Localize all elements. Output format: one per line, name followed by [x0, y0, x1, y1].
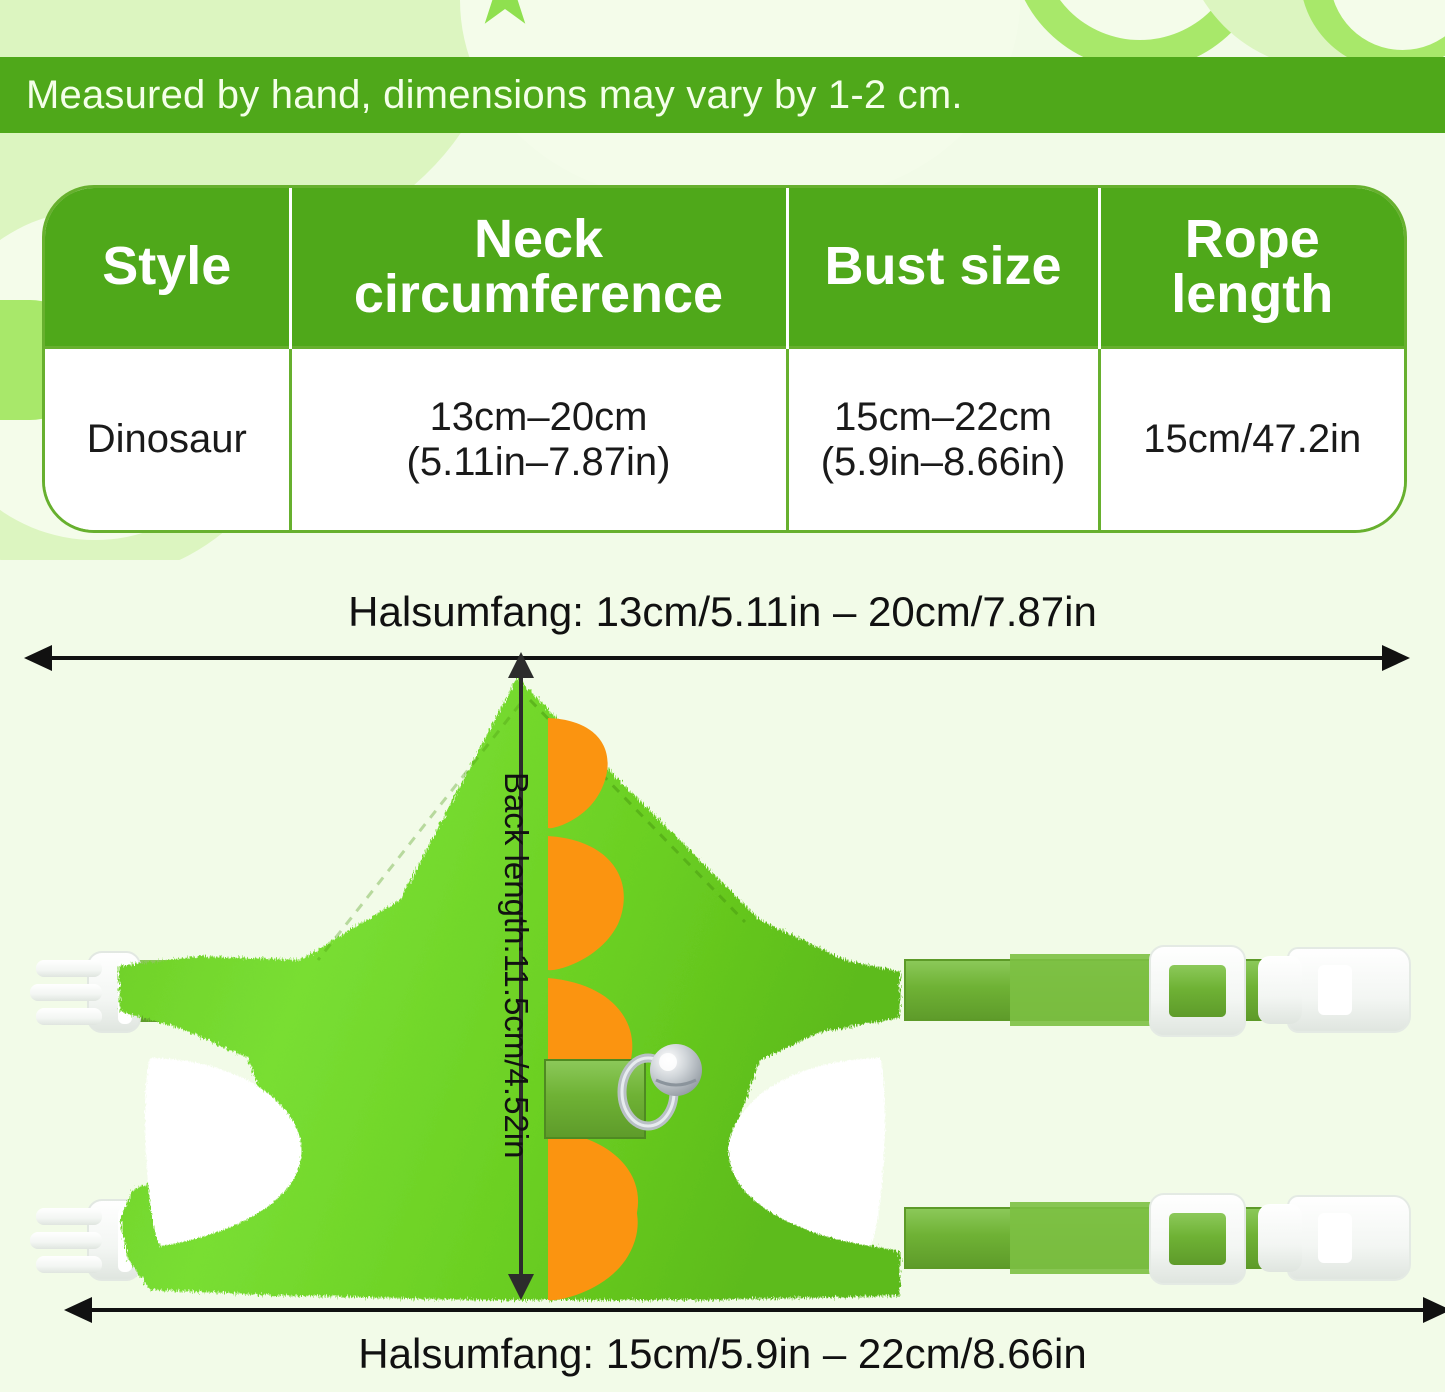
cell-bust-cm: 15cm–22cm [834, 394, 1052, 439]
back-length-measure-line [508, 652, 534, 1300]
column-header-bust: Bust size [787, 188, 1101, 348]
left-leg-opening [145, 1058, 302, 1246]
back-length-label: Back length:11.5cm/4.52in [498, 772, 535, 1159]
cell-neck-circumference: 13cm–20cm (5.11in–7.87in) [290, 346, 789, 530]
table-header-row: Style Neck circumference Bust size Rope … [45, 188, 1404, 348]
cell-neck-in: (5.11in–7.87in) [406, 439, 671, 484]
size-table-container: Style Neck circumference Bust size Rope … [42, 185, 1407, 533]
bust-dimension-arrow [64, 1297, 1445, 1323]
right-lower-strap [904, 1193, 1411, 1285]
column-header-rope: Rope length [1099, 188, 1404, 348]
column-header-style: Style [45, 188, 292, 348]
cell-rope-length: 15cm/47.2in [1099, 346, 1404, 530]
neck-dimension-label: Halsumfang: 13cm/5.11in – 20cm/7.87in [348, 588, 1097, 635]
column-header-neck: Neck circumference [290, 188, 789, 348]
size-table: Style Neck circumference Bust size Rope … [45, 188, 1404, 530]
bell-icon [650, 1044, 702, 1096]
bust-dimension-label: Halsumfang: 15cm/5.9in – 22cm/8.66in [358, 1330, 1087, 1377]
cell-style: Dinosaur [45, 346, 292, 530]
notice-text: Measured by hand, dimensions may vary by… [26, 72, 963, 117]
cell-bust-size: 15cm–22cm (5.9in–8.66in) [787, 346, 1101, 530]
notice-banner: Measured by hand, dimensions may vary by… [0, 57, 1445, 133]
right-lower-slider [1149, 1193, 1246, 1285]
table-row: Dinosaur 13cm–20cm (5.11in–7.87in) 15cm–… [45, 346, 1404, 530]
neck-dimension-arrow [24, 645, 1410, 671]
cell-bust-in: (5.9in–8.66in) [820, 439, 1066, 484]
right-lower-buckle-female [1258, 1195, 1411, 1281]
cell-neck-cm: 13cm–20cm [429, 394, 648, 439]
product-image [0, 660, 1445, 1320]
right-upper-strap [904, 945, 1411, 1037]
right-upper-slider [1149, 945, 1246, 1037]
right-leg-opening [728, 1058, 885, 1246]
right-upper-buckle-female [1258, 947, 1411, 1033]
leash-attachment [544, 1044, 702, 1139]
plush-harness-body [118, 678, 900, 1300]
dinosaur-spikes [548, 718, 639, 1301]
